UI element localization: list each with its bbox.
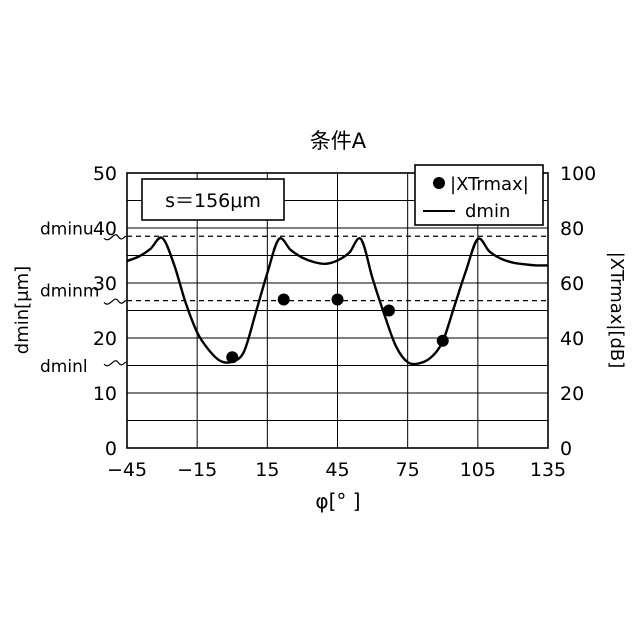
y-left-tick-label-5: 50 [93,163,117,185]
side-label-dminu: dminu [40,219,94,239]
x-tick-label-5: 105 [460,459,496,481]
annotation-text: s＝156μm [165,190,261,212]
side-labels: dminu dminm dminl [40,219,126,377]
legend-label-xtrmax: |XTrmax| [450,174,529,195]
y-right-tick-label-0: 0 [560,438,572,460]
side-label-leader-dminl [104,361,126,366]
y-right-axis-ticks: 0 20 40 60 80 100 [560,163,596,460]
y-right-tick-label-1: 20 [560,383,584,405]
xtrmax-point-4 [437,335,449,347]
xtrmax-point-1 [278,294,290,306]
y-left-tick-label-0: 0 [105,438,117,460]
xtrmax-point-2 [332,294,344,306]
y-right-tick-label-2: 40 [560,328,584,350]
x-tick-label-6: 135 [530,459,566,481]
legend: |XTrmax| dmin [415,165,543,225]
y-left-axis-ticks: 01020304050 [93,163,117,460]
y-left-tick-label-2: 20 [93,328,117,350]
y-right-tick-label-4: 80 [560,218,584,240]
legend-marker-xtrmax [433,177,445,189]
x-tick-label-2: 15 [255,459,279,481]
annotation-box: s＝156μm [142,179,284,220]
x-axis-ticks: −45 −15 15 45 75 105 135 [107,459,566,481]
y-right-tick-label-3: 60 [560,273,584,295]
y-left-tick-label-1: 10 [93,383,117,405]
side-label-dminl: dminl [40,357,88,377]
y-left-axis-label: dmin[μm] [12,266,33,354]
legend-label-dmin: dmin [465,201,510,222]
y-left-tick-label-4: 40 [93,218,117,240]
x-tick-label-4: 75 [396,459,420,481]
x-tick-label-3: 45 [325,459,349,481]
side-label-dminm: dminm [40,282,99,302]
x-tick-label-1: −15 [177,459,217,481]
side-label-leader-dminm [104,299,126,304]
chart-title: 条件A [310,129,367,153]
x-axis-label: φ[° ] [315,489,360,513]
xtrmax-point-3 [383,305,395,317]
xtrmax-point-0 [226,351,238,363]
x-tick-label-0: −45 [107,459,147,481]
y-right-tick-label-5: 100 [560,163,596,185]
y-right-axis-label: |XTrmax|[dB] [606,252,627,369]
